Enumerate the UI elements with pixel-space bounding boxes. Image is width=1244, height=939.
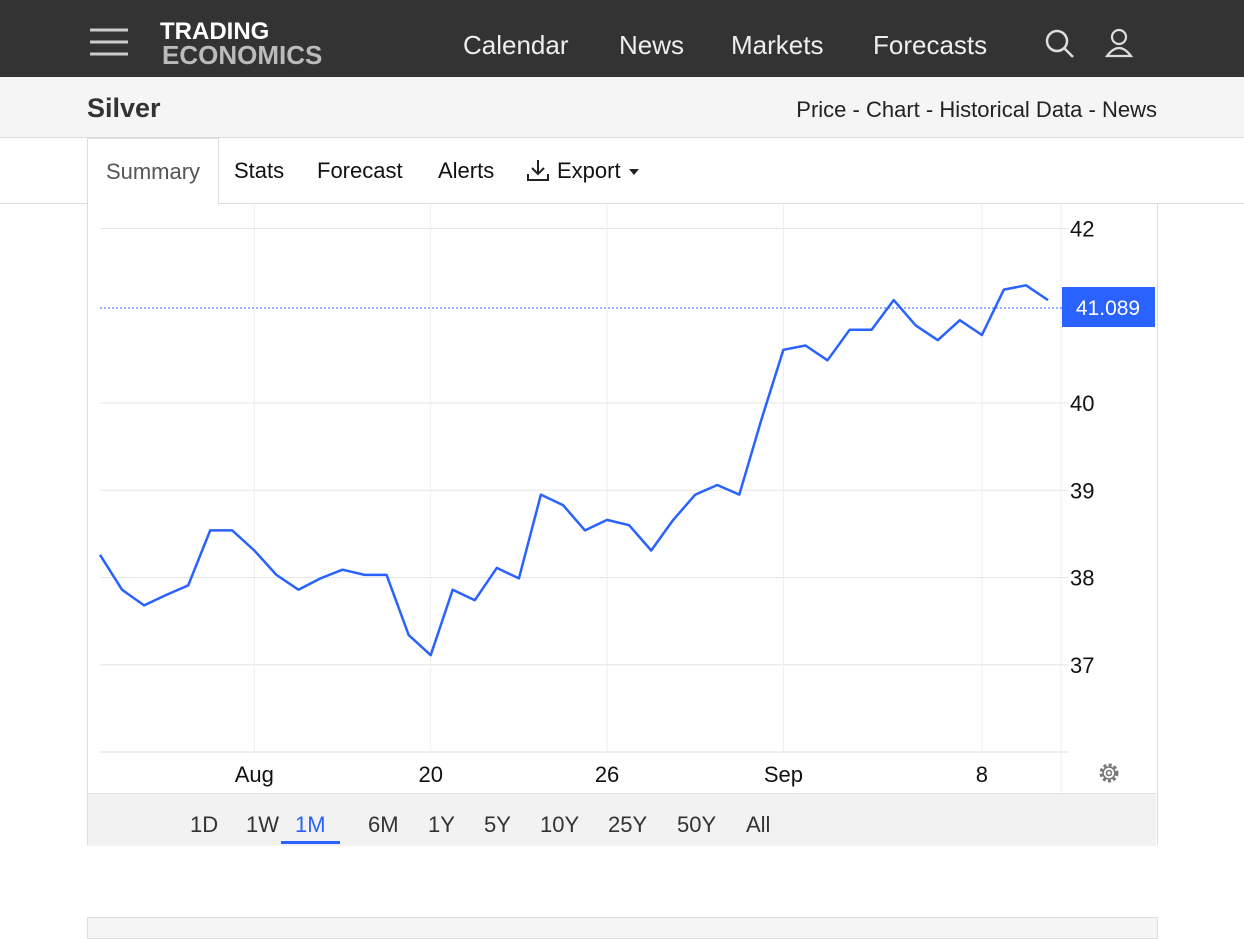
- tab[interactable]: Alerts: [438, 158, 495, 183]
- tab-bar: Summary Stats Forecast Alerts Export: [0, 138, 1244, 205]
- user-icon[interactable]: [1105, 28, 1135, 58]
- separator: -: [925, 97, 934, 122]
- header-links: Price - Chart - Historical Data - News: [796, 97, 1157, 123]
- range-bar: 1D 1W 1M 6M 1Y 5Y 10Y 25Y 50Y All: [88, 793, 1156, 846]
- nav-link[interactable]: Forecasts: [873, 30, 988, 60]
- range-button[interactable]: 25Y: [608, 812, 648, 837]
- next-section: [87, 917, 1158, 939]
- x-tick-label: 20: [418, 762, 442, 787]
- y-tick-label: 37: [1070, 653, 1094, 678]
- current-price-label: 41.089: [1076, 297, 1140, 320]
- header-link[interactable]: Price: [796, 97, 847, 122]
- y-tick-label: 40: [1070, 391, 1094, 416]
- separator: -: [852, 97, 860, 122]
- logo[interactable]: TRADING: [160, 18, 270, 45]
- range-button[interactable]: 6M: [368, 812, 399, 837]
- nav-link[interactable]: Calendar: [463, 30, 569, 60]
- tab[interactable]: Forecast: [317, 158, 403, 183]
- price-line: [98, 284, 1049, 657]
- tab[interactable]: Export: [557, 158, 621, 183]
- range-button[interactable]: 50Y: [677, 812, 717, 837]
- y-tick-label: 39: [1070, 478, 1094, 503]
- x-tick-label: 8: [976, 762, 988, 787]
- download-icon[interactable]: [526, 158, 552, 184]
- current-price-box: [1062, 287, 1155, 328]
- range-button[interactable]: 10Y: [540, 812, 580, 837]
- sub-header: Silver Price - Chart - Historical Data -…: [0, 77, 1244, 138]
- header-link[interactable]: News: [1101, 97, 1157, 122]
- search-icon[interactable]: [1044, 28, 1076, 60]
- range-button[interactable]: 1D: [190, 812, 219, 837]
- range-button[interactable]: 1Y: [428, 812, 455, 837]
- page-title: Silver: [87, 93, 161, 123]
- chart: 37 38 39 40 42 Aug 20 26 Sep 8 41.089: [98, 205, 1155, 793]
- nav-link[interactable]: News: [619, 30, 685, 60]
- y-tick-label: 42: [1070, 217, 1094, 242]
- logo[interactable]: ECONOMICS: [162, 40, 323, 70]
- x-tick-label: 26: [595, 762, 619, 787]
- header-link[interactable]: Historical Data: [939, 97, 1083, 122]
- range-button[interactable]: 1M: [281, 812, 340, 844]
- header-link[interactable]: Chart: [865, 97, 920, 122]
- tab[interactable]: Stats: [234, 158, 285, 183]
- menu-icon[interactable]: [90, 28, 130, 58]
- x-tick-label: Aug: [235, 762, 274, 787]
- caret-icon[interactable]: [628, 168, 642, 178]
- range-button[interactable]: All: [746, 812, 771, 837]
- range-button[interactable]: 5Y: [484, 812, 511, 837]
- tab[interactable]: Summary: [87, 138, 219, 205]
- x-tick-label: Sep: [764, 762, 803, 787]
- settings-icon[interactable]: [1099, 763, 1119, 783]
- range-button[interactable]: 1W: [246, 812, 279, 837]
- nav-link[interactable]: Markets: [731, 30, 824, 60]
- chart-box: [87, 204, 1158, 845]
- y-tick-label: 38: [1070, 566, 1094, 591]
- top-nav: TRADING ECONOMICS Calendar News Markets …: [0, 0, 1244, 77]
- separator: -: [1088, 97, 1096, 122]
